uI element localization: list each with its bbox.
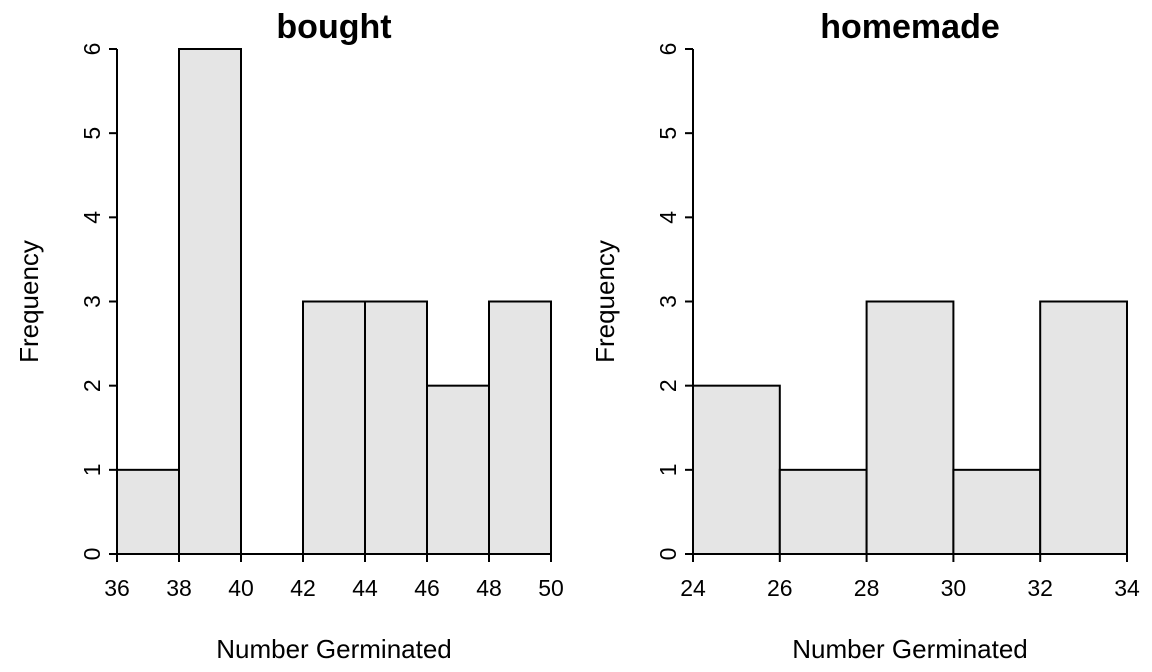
y-tick-label: 0 bbox=[655, 548, 681, 561]
y-tick-label: 5 bbox=[655, 127, 681, 140]
y-tick-label: 5 bbox=[79, 127, 105, 140]
x-tick-label: 30 bbox=[941, 575, 967, 601]
x-tick-label: 36 bbox=[104, 575, 130, 601]
y-axis-label: Frequency bbox=[590, 240, 620, 363]
y-tick-label: 6 bbox=[79, 43, 105, 56]
histogram-bar bbox=[364, 300, 428, 555]
chart-title: bought bbox=[276, 8, 391, 46]
y-tick-label: 1 bbox=[655, 463, 681, 476]
x-tick-label: 44 bbox=[352, 575, 378, 601]
x-tick-label: 48 bbox=[476, 575, 502, 601]
chart-title: homemade bbox=[820, 8, 1000, 46]
x-tick-label: 40 bbox=[228, 575, 254, 601]
histogram-bar bbox=[778, 468, 868, 556]
histogram-bar bbox=[1039, 300, 1128, 555]
x-axis-label: Number Germinated bbox=[792, 634, 1028, 664]
x-tick-label: 26 bbox=[767, 575, 793, 601]
y-tick-label: 6 bbox=[655, 43, 681, 56]
histogram-bar bbox=[488, 300, 552, 555]
x-tick-label: 42 bbox=[290, 575, 316, 601]
y-tick-label: 0 bbox=[79, 548, 105, 561]
histogram-bar bbox=[178, 48, 242, 555]
x-tick-label: 28 bbox=[854, 575, 880, 601]
histogram-bar bbox=[692, 384, 781, 555]
y-tick-label: 4 bbox=[655, 211, 681, 224]
x-tick-label: 24 bbox=[680, 575, 706, 601]
y-axis-label: Frequency bbox=[14, 240, 44, 363]
panel-bought: 36 38 40 42 44 46 48 50 0 1 2 3 4 5 6 bought Number Germ… bbox=[14, 8, 564, 664]
y-tick-label: 1 bbox=[79, 463, 105, 476]
x-tick-label: 50 bbox=[538, 575, 564, 601]
histogram-bar bbox=[865, 300, 955, 555]
y-tick-label: 3 bbox=[79, 295, 105, 308]
y-tick-label: 4 bbox=[79, 211, 105, 224]
x-tick-label: 34 bbox=[1114, 575, 1140, 601]
histogram-bar bbox=[426, 384, 490, 555]
y-tick-label: 3 bbox=[655, 295, 681, 308]
histogram-bar bbox=[302, 300, 366, 555]
x-tick-label: 38 bbox=[166, 575, 192, 601]
y-tick-label: 2 bbox=[655, 379, 681, 392]
histogram-bar bbox=[116, 468, 180, 556]
x-axis-label: Number Germinated bbox=[216, 634, 452, 664]
histogram-bar bbox=[952, 468, 1042, 556]
x-tick-label: 32 bbox=[1027, 575, 1053, 601]
y-tick-label: 2 bbox=[79, 379, 105, 392]
x-tick-label: 46 bbox=[414, 575, 440, 601]
